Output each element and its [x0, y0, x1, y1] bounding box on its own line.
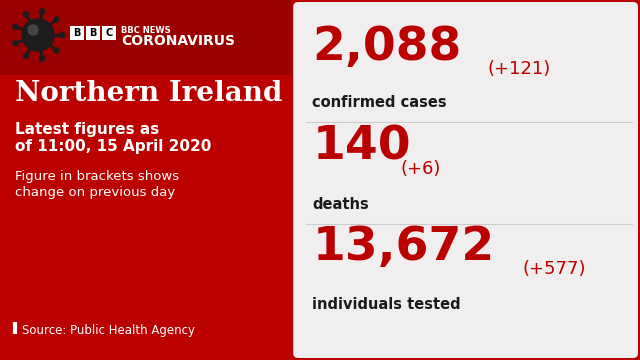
Bar: [70, 26, 84, 40]
Text: (+577): (+577): [522, 260, 586, 278]
Text: B: B: [90, 28, 97, 38]
Text: deaths: deaths: [312, 197, 369, 212]
Text: BBC NEWS: BBC NEWS: [121, 26, 171, 35]
Text: of 11:00, 15 April 2020: of 11:00, 15 April 2020: [15, 139, 211, 154]
Text: C: C: [106, 28, 113, 38]
Text: Source: Public Health Agency: Source: Public Health Agency: [22, 324, 195, 337]
Text: (+121): (+121): [487, 60, 550, 78]
Circle shape: [28, 25, 38, 35]
Text: 13,672: 13,672: [312, 225, 495, 270]
Circle shape: [40, 56, 45, 61]
Bar: [102, 26, 116, 40]
Text: CORONAVIRUS: CORONAVIRUS: [121, 34, 235, 48]
Text: 140: 140: [312, 125, 411, 170]
Text: (+6): (+6): [400, 160, 440, 178]
Circle shape: [24, 12, 29, 17]
Text: change on previous day: change on previous day: [15, 186, 175, 199]
Circle shape: [54, 17, 59, 22]
Text: confirmed cases: confirmed cases: [312, 95, 447, 110]
Text: individuals tested: individuals tested: [312, 297, 461, 312]
Circle shape: [22, 19, 54, 51]
FancyBboxPatch shape: [293, 2, 638, 358]
Circle shape: [24, 53, 29, 58]
Text: Latest figures as: Latest figures as: [15, 122, 159, 137]
Circle shape: [13, 41, 18, 46]
Text: Northern Ireland: Northern Ireland: [15, 80, 282, 107]
Circle shape: [60, 32, 65, 37]
Text: B: B: [74, 28, 81, 38]
Text: 2,088: 2,088: [312, 25, 461, 70]
Bar: [86, 26, 100, 40]
Circle shape: [13, 24, 18, 29]
Text: Figure in brackets shows: Figure in brackets shows: [15, 170, 179, 183]
Circle shape: [40, 9, 45, 14]
Bar: [0, 0, 291, 75]
Circle shape: [54, 48, 59, 53]
